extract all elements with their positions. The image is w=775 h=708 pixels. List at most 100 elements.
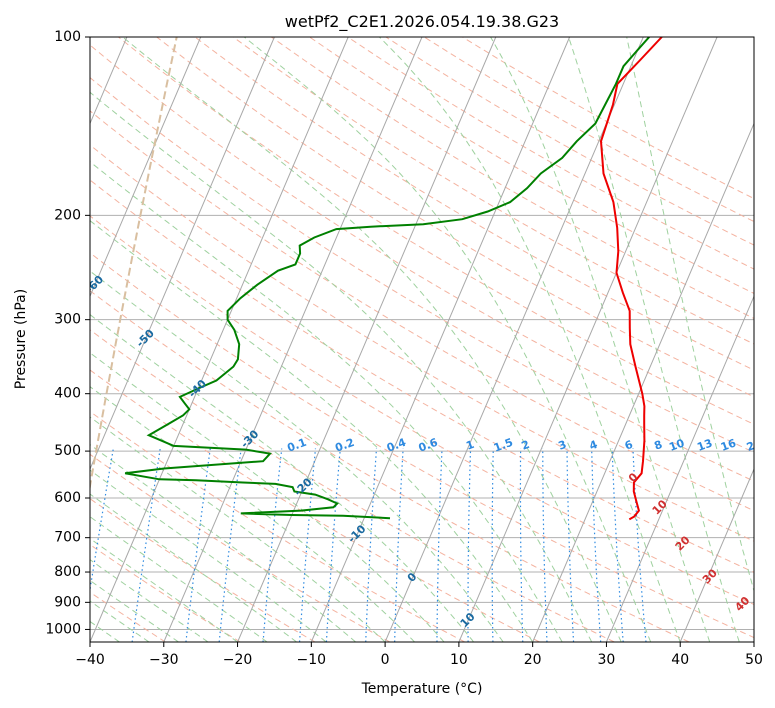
y-tick-label: 800: [54, 564, 81, 580]
y-tick-label: 1000: [45, 621, 81, 637]
skewed-isotherm: [90, 37, 275, 471]
skewed-isotherm: [532, 122, 754, 642]
dry-adiabat: [90, 76, 754, 482]
mixing-ratio-line: [519, 448, 524, 642]
skewed-isotherm: [237, 37, 497, 642]
moist-adiabat: [90, 416, 386, 642]
y-tick-label: 200: [54, 207, 81, 223]
mixing-ratio-line: [632, 448, 647, 642]
x-tick-label: −40: [75, 652, 105, 668]
x-tick-label: 50: [745, 652, 763, 668]
dry-adiabat: [90, 144, 754, 542]
moist-adiabat: [122, 37, 622, 642]
y-tick-label: 600: [54, 490, 81, 506]
skewed-isotherm: [90, 37, 349, 642]
mixing-ratio-label: 0.4: [385, 436, 408, 455]
dry-adiabat: [90, 44, 754, 453]
mixing-ratio-line: [218, 448, 242, 642]
series-layer: [124, 37, 663, 521]
dry-adiabat: [90, 453, 391, 642]
mixing-ratio-label: 4: [588, 438, 600, 453]
mixing-ratio-line: [131, 448, 161, 642]
mixing-ratio-line: [299, 448, 317, 642]
y-tick-label: 500: [54, 443, 81, 459]
mixing-ratio-label: 16: [719, 436, 738, 454]
temperature-profile: [599, 37, 663, 521]
dry-adiabat: [90, 179, 754, 573]
dry-adiabat: [194, 37, 754, 371]
plot-area: [90, 37, 754, 642]
y-axis-label: Pressure (hPa): [13, 289, 29, 389]
moist-adiabat: [626, 37, 754, 593]
mixing-ratio-line: [566, 448, 575, 642]
dry-adiabat: [90, 498, 316, 642]
x-tick-label: 40: [671, 652, 689, 668]
moist-adiabat: [490, 37, 711, 642]
chart-title: wetPf2_C2E1.2026.054.19.38.G23: [285, 12, 559, 32]
skewed-isotherm: [679, 467, 754, 642]
mixing-ratio-label: 3: [557, 438, 569, 453]
y-tick-label: 100: [54, 29, 81, 45]
moist-adiabat: [90, 161, 563, 642]
y-tick-label: 400: [54, 386, 81, 402]
mixing-ratio-label: 8: [653, 438, 665, 453]
skewed-isotherm: [90, 37, 202, 298]
mixing-ratio-label: 2: [520, 438, 532, 453]
moist-adiabat: [90, 270, 504, 642]
x-tick-label: 20: [524, 652, 542, 668]
mixing-ratio-label: 13: [695, 437, 714, 454]
mixing-ratio-label: 6: [623, 438, 635, 453]
x-tick-label: −20: [223, 652, 253, 668]
moist-adiabat: [90, 516, 268, 642]
mixing-ratio-label: 1: [464, 438, 476, 453]
moist-adiabat: [90, 313, 474, 642]
dry-adiabat: [309, 37, 754, 295]
moist-adiabat: [90, 537, 238, 642]
mixing-ratio-label: 20: [745, 436, 764, 454]
x-tick-label: −30: [149, 652, 179, 668]
skewed-isotherm: [384, 37, 644, 642]
mixing-ratio-line: [185, 448, 211, 642]
mixing-ratio-line: [542, 448, 548, 642]
mixing-ratio-line: [611, 448, 624, 642]
moist-adiabat: [90, 469, 327, 642]
skewed-isotherm: [310, 37, 571, 642]
moist-adiabat: [90, 559, 209, 642]
axis-layer: −40 −30 −20 −10 0 10 20 30 40 5010020030040050060…: [45, 29, 763, 668]
mixing-ratio-line: [467, 448, 472, 642]
skewed-isotherm: [458, 37, 718, 642]
moist-adiabat: [90, 579, 179, 642]
moist-adiabat: [568, 37, 740, 642]
moist-adiabat: [90, 493, 297, 642]
moist-adiabat: [90, 352, 445, 642]
x-tick-label: 30: [598, 652, 616, 668]
mixing-ratio-line: [325, 448, 341, 642]
mixing-ratio-label: 1.5: [492, 436, 515, 455]
dry-adiabat: [90, 215, 754, 606]
x-tick-label: 0: [381, 652, 390, 668]
dry-adiabat: [90, 110, 754, 512]
skewed-isotherm: [605, 295, 754, 642]
x-tick-label: 10: [450, 652, 468, 668]
mixing-ratio-line: [436, 448, 443, 642]
dry-adiabat: [90, 329, 615, 642]
dry-adiabat: [90, 369, 540, 642]
mixing-ratio-line: [365, 448, 378, 642]
mixing-ratio-label: 10: [667, 436, 686, 454]
dew-point-line: [90, 37, 178, 492]
plot-frame: [89, 36, 755, 643]
mixing-ratio-label: 0.6: [417, 436, 440, 455]
mixing-ratio-label: 0.2: [333, 436, 356, 455]
mixing-ratio-line: [491, 448, 494, 642]
dry-adiabat: [232, 37, 754, 345]
moist-adiabat: [379, 37, 681, 642]
x-tick-label: −10: [297, 652, 327, 668]
y-tick-label: 700: [54, 530, 81, 546]
moist-adiabat: [90, 220, 534, 642]
x-axis-label: Temperature (°C): [361, 681, 483, 697]
skewed-isotherm: [163, 37, 423, 642]
moist-adiabat: [90, 386, 415, 642]
mixing-ratio-line: [394, 448, 404, 642]
y-tick-label: 900: [54, 594, 81, 610]
